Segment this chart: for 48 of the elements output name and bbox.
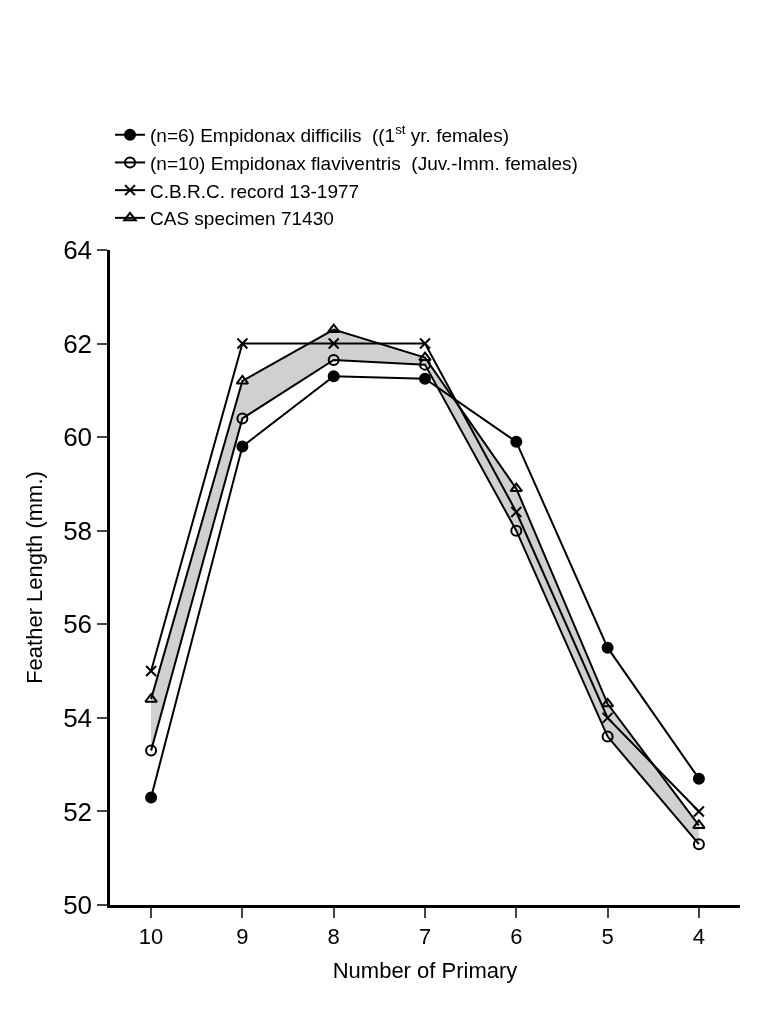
point [510, 524, 523, 537]
point [692, 838, 705, 851]
y-axis-title: Feather Length (mm.) [21, 471, 47, 684]
point [510, 435, 523, 448]
x-tick-label: 9 [236, 924, 249, 950]
x-tick-label: 6 [510, 924, 523, 950]
point [419, 372, 431, 385]
point [236, 440, 249, 453]
y-tick-label: 62 [63, 328, 93, 359]
point [419, 337, 431, 350]
point [326, 323, 341, 334]
x-axis-title: Number of Primary [332, 958, 518, 984]
y-tick-label: 56 [63, 609, 93, 640]
point [144, 693, 158, 703]
x-tick-label: 7 [418, 924, 432, 950]
legend-label: C.B.R.C. record 13-1977 [150, 180, 360, 202]
y-tick-label: 58 [63, 515, 93, 546]
point [600, 697, 615, 708]
point [692, 772, 705, 785]
y-tick-label: 54 [63, 702, 93, 733]
y-tick-label: 64 [63, 235, 93, 266]
legend-label: CAS specimen 71430 [150, 208, 334, 230]
point [236, 412, 249, 425]
point [418, 351, 432, 362]
point [327, 370, 340, 383]
point [419, 358, 431, 371]
point [601, 730, 614, 743]
x-tick-label: 4 [692, 924, 706, 950]
legend-label: (n=10) Empidonax flaviventris (Juv.-Imm. females) [150, 152, 578, 174]
point [236, 337, 249, 350]
point [327, 353, 340, 366]
x-tick-label: 10 [138, 924, 164, 950]
y-tick-label: 52 [63, 796, 93, 827]
legend-label: (n=6) Empidonax difficilis ((1$^{st}$ yr. females) [150, 122, 509, 147]
x-tick-label: 5 [601, 924, 614, 950]
point [509, 482, 524, 493]
point [510, 506, 523, 518]
point [692, 819, 706, 829]
point [145, 744, 158, 757]
y-tick-label: 50 [63, 890, 93, 921]
point [145, 665, 158, 678]
point [145, 791, 158, 804]
x-tick-label: 8 [327, 924, 340, 950]
point [601, 711, 614, 724]
y-tick-label: 60 [63, 422, 93, 453]
point [327, 337, 340, 350]
point [601, 641, 614, 654]
point [692, 805, 705, 818]
